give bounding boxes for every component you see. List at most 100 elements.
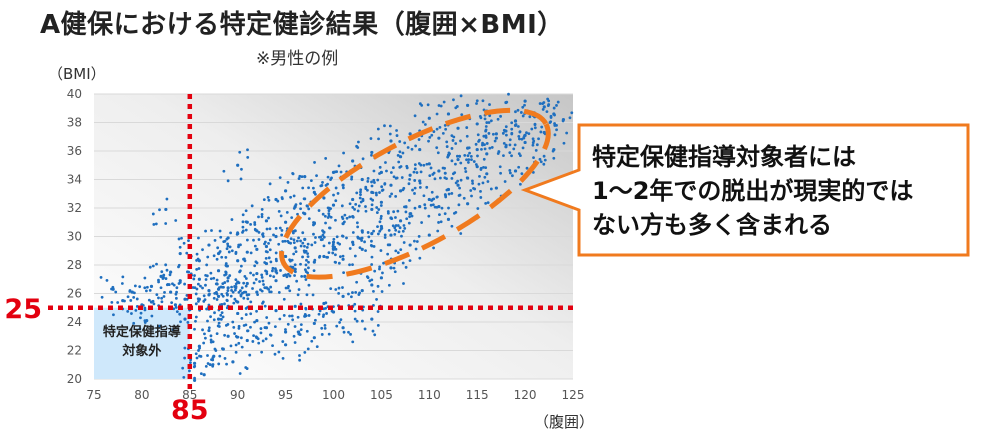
data-point <box>427 214 431 218</box>
data-point <box>349 332 352 336</box>
data-point <box>523 103 526 107</box>
data-point <box>236 163 240 167</box>
data-point <box>343 213 347 217</box>
data-point <box>479 116 483 120</box>
data-point <box>480 147 483 151</box>
data-point <box>158 324 162 328</box>
data-point <box>399 248 403 252</box>
data-point <box>267 241 270 245</box>
data-point <box>321 229 324 233</box>
data-point <box>238 372 242 375</box>
data-point <box>533 122 537 126</box>
data-point <box>259 327 263 330</box>
data-point <box>356 225 360 229</box>
data-point <box>239 336 243 340</box>
data-point <box>479 196 483 199</box>
threshold-x-label: 85 <box>171 395 209 426</box>
data-point <box>213 347 217 351</box>
data-point <box>233 297 237 301</box>
data-point <box>327 251 331 255</box>
data-point <box>398 150 402 154</box>
data-point <box>341 234 344 238</box>
data-point <box>452 211 456 215</box>
data-point <box>366 276 370 280</box>
data-point <box>320 333 324 336</box>
data-point <box>226 279 230 283</box>
data-point <box>120 282 124 285</box>
data-point <box>413 163 417 167</box>
data-point <box>305 329 309 333</box>
data-point <box>145 285 149 289</box>
data-point <box>307 260 310 264</box>
data-point <box>357 204 361 208</box>
data-point <box>223 302 226 306</box>
data-point <box>293 274 296 277</box>
data-point <box>215 332 219 336</box>
data-point <box>168 273 172 277</box>
data-point <box>388 194 392 198</box>
data-point <box>209 334 213 338</box>
data-point <box>359 190 362 194</box>
data-point <box>214 282 218 286</box>
data-point <box>292 252 296 256</box>
data-point <box>284 189 288 193</box>
data-point <box>217 286 221 290</box>
data-point <box>374 191 378 195</box>
data-point <box>228 274 232 277</box>
data-point <box>423 123 427 126</box>
data-point <box>145 289 148 293</box>
data-point <box>351 159 355 163</box>
data-point <box>262 283 265 286</box>
data-point <box>152 302 156 306</box>
data-point <box>476 133 480 137</box>
data-point <box>291 231 295 235</box>
data-point <box>407 198 411 202</box>
data-point <box>326 182 329 186</box>
data-point <box>331 243 335 246</box>
data-point <box>342 220 346 224</box>
data-point <box>204 283 207 287</box>
data-point <box>435 146 439 150</box>
data-point <box>161 277 165 280</box>
data-point <box>513 143 517 147</box>
data-point <box>265 316 269 319</box>
data-point <box>299 244 303 248</box>
data-point <box>565 131 569 135</box>
x-tick-label: 85 <box>182 388 197 402</box>
data-point <box>413 206 417 210</box>
data-point <box>351 243 355 246</box>
data-point <box>288 314 291 318</box>
data-point <box>479 189 482 193</box>
data-point <box>327 206 331 210</box>
data-point <box>317 209 321 212</box>
data-point <box>151 212 155 216</box>
data-point <box>366 231 370 234</box>
data-point <box>436 229 440 233</box>
data-point <box>484 166 488 170</box>
data-point <box>364 205 367 208</box>
data-point <box>510 132 514 136</box>
data-point <box>299 239 302 243</box>
data-point <box>336 241 340 245</box>
data-point <box>379 249 383 252</box>
data-point <box>238 270 242 274</box>
data-point <box>240 316 244 320</box>
data-point <box>174 219 178 222</box>
data-point <box>531 141 535 145</box>
data-point <box>392 210 396 214</box>
data-point <box>518 182 522 186</box>
data-point <box>147 298 151 302</box>
data-point <box>538 157 542 161</box>
data-point <box>261 300 265 304</box>
data-point <box>376 324 380 327</box>
data-point <box>286 239 290 243</box>
data-point <box>216 246 220 250</box>
data-point <box>340 204 344 208</box>
data-point <box>237 281 241 285</box>
data-point <box>220 255 224 259</box>
data-point <box>454 181 458 185</box>
data-point <box>398 219 403 223</box>
data-point <box>260 215 264 219</box>
data-point <box>289 195 293 199</box>
data-point <box>253 264 257 268</box>
